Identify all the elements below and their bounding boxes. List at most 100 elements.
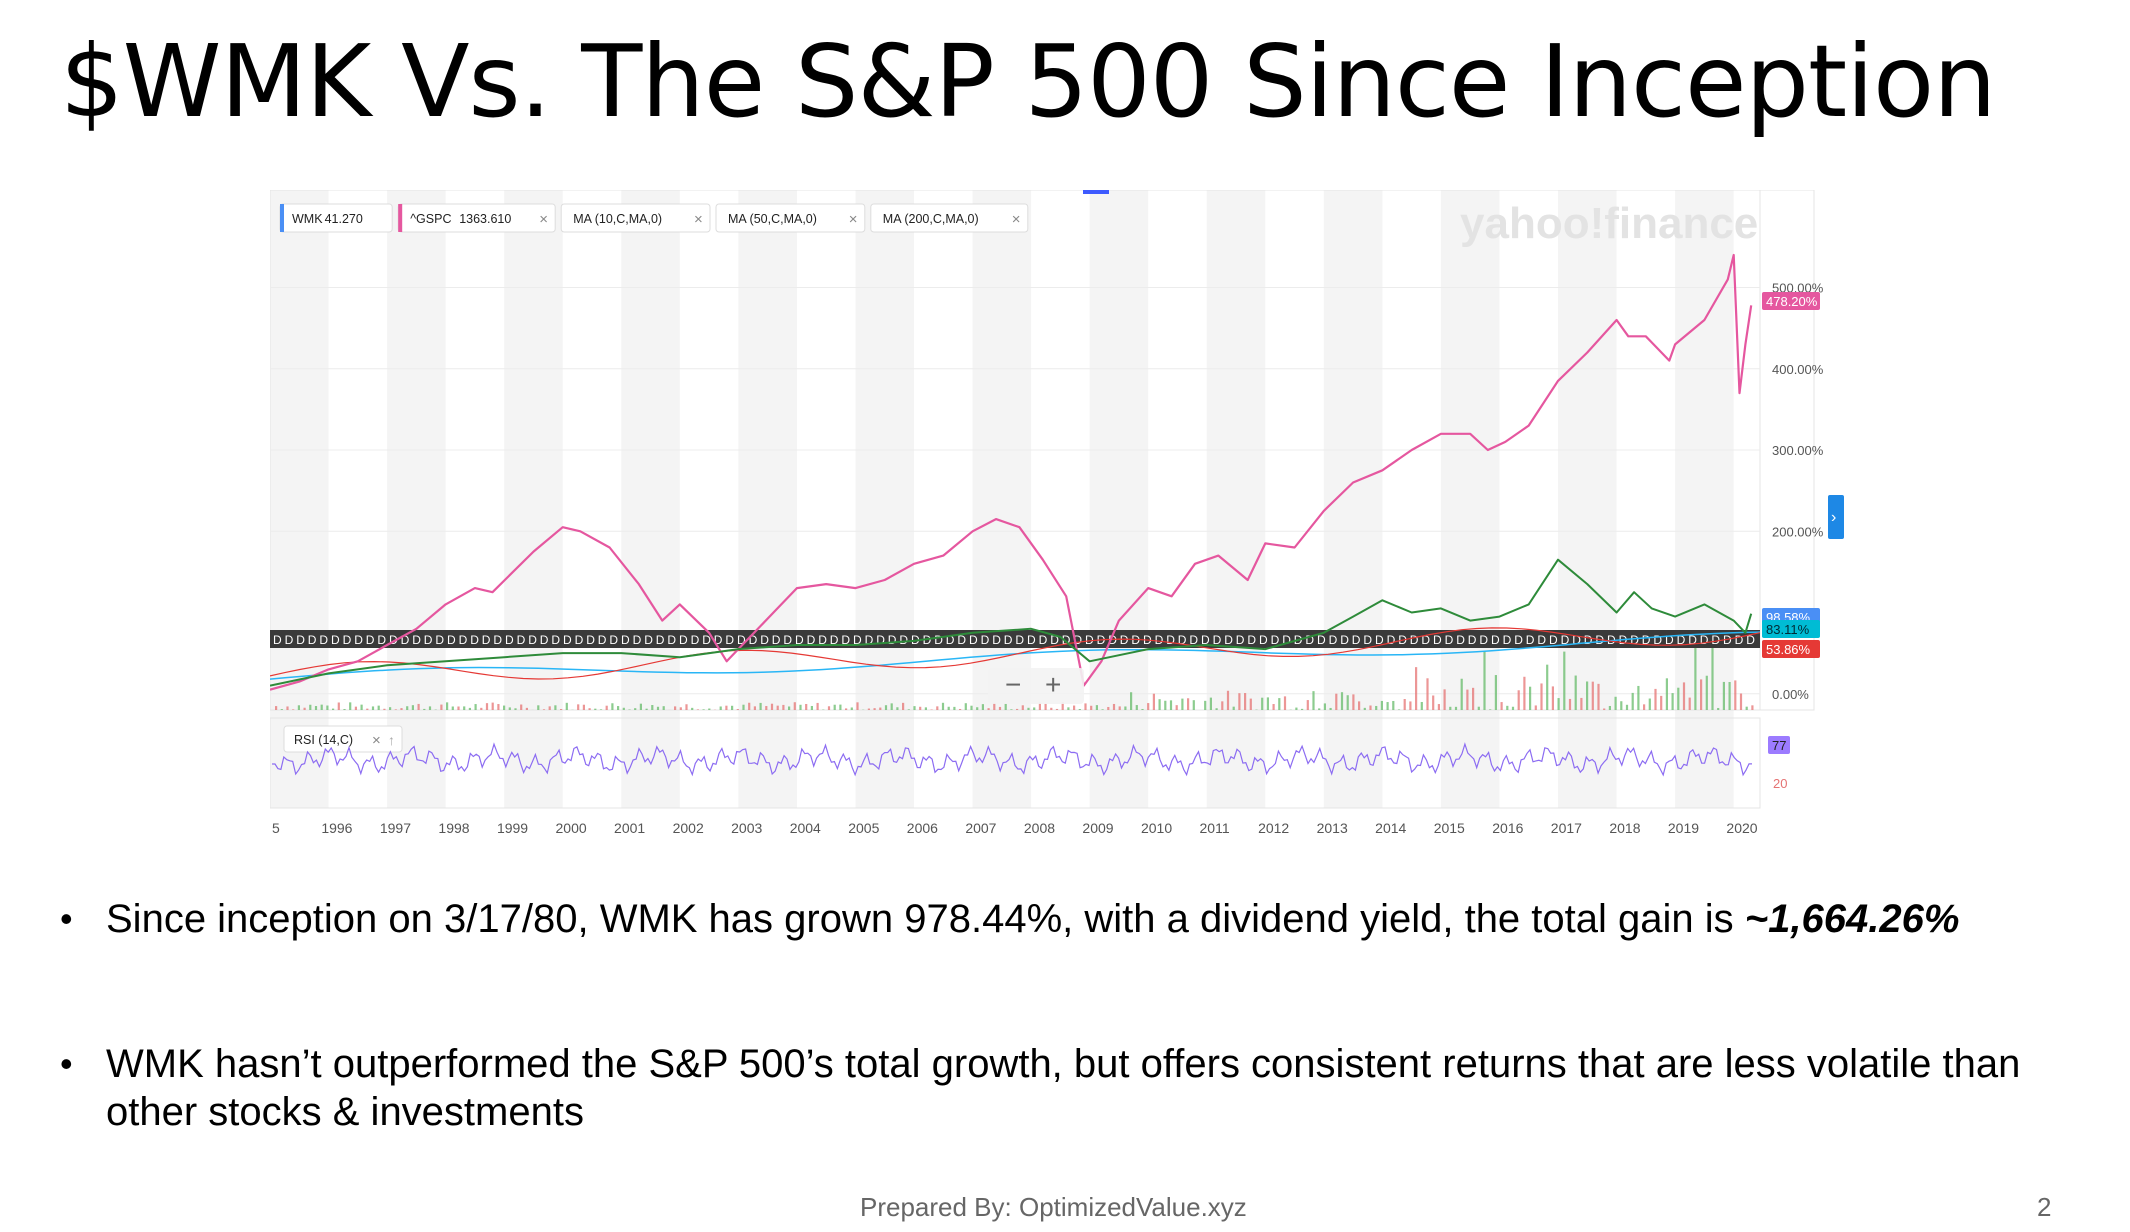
volume-bar <box>1477 706 1480 710</box>
x-tick-label: 1997 <box>380 820 411 836</box>
x-tick-label: 1996 <box>321 820 352 836</box>
volume-bar <box>810 705 813 710</box>
volume-bar <box>1568 698 1572 710</box>
dividend-marker: D <box>447 633 456 647</box>
volume-bar <box>765 706 768 710</box>
volume-bar <box>1016 708 1019 710</box>
volume-bar <box>1574 675 1577 710</box>
value-badge <box>1762 620 1820 638</box>
volume-bar <box>890 703 893 710</box>
volume-bar <box>691 707 694 710</box>
volume-bar <box>1392 700 1395 710</box>
volume-bar <box>1591 681 1594 710</box>
volume-bar <box>827 706 831 710</box>
volume-bar <box>936 706 939 710</box>
dividend-marker: D <box>1224 633 1233 647</box>
dividend-marker: D <box>609 633 618 647</box>
x-tick-label: 2006 <box>907 820 938 836</box>
volume-bar <box>867 708 870 710</box>
volume-bar <box>748 702 751 710</box>
volume-bar <box>332 708 335 710</box>
volume-bar <box>1204 700 1207 710</box>
volume-bar <box>1637 685 1640 710</box>
volume-bar <box>839 704 842 710</box>
dividend-marker: D <box>1503 633 1512 647</box>
x-tick-label: 2009 <box>1082 820 1113 836</box>
dividend-marker: D <box>1166 633 1175 647</box>
volume-bar <box>1534 705 1537 710</box>
volume-bar <box>1432 695 1435 710</box>
volume-bar <box>508 707 511 710</box>
volume-bar <box>850 707 853 710</box>
value-badge-label: 83.11% <box>1766 622 1810 637</box>
x-tick-label: 2007 <box>965 820 996 836</box>
arrow-up-icon[interactable]: ↑ <box>388 732 395 748</box>
close-icon[interactable]: × <box>849 211 858 228</box>
dividend-marker: D <box>772 633 781 647</box>
dividend-marker: D <box>540 633 549 647</box>
volume-bar <box>542 709 546 710</box>
dividend-marker: D <box>1305 633 1314 647</box>
volume-bar <box>1483 651 1486 710</box>
volume-bar <box>1745 706 1748 710</box>
zoom-controls: − + <box>988 668 1084 704</box>
dividend-marker: D <box>424 633 433 647</box>
value-badge <box>1762 640 1820 658</box>
bullet-text: WMK hasn’t outperformed the S&P 500’s to… <box>106 1040 2096 1136</box>
dividend-marker: D <box>1479 633 1488 647</box>
close-icon[interactable]: × <box>694 211 703 228</box>
close-icon[interactable]: × <box>1012 211 1021 228</box>
volume-bar <box>383 708 386 710</box>
x-tick-label: 2011 <box>1200 820 1230 836</box>
volume-bar <box>1358 701 1361 710</box>
zoom-in-button[interactable]: + <box>1045 669 1061 700</box>
dividend-marker: D <box>1120 633 1129 647</box>
volume-bar <box>656 706 660 710</box>
dividend-marker: D <box>1711 633 1720 647</box>
legend-chip-label: MA (50,C,MA,0) <box>728 212 817 226</box>
volume-bar <box>1329 707 1332 710</box>
dividend-marker: D <box>621 633 630 647</box>
volume-bar <box>753 706 756 710</box>
dividend-marker: D <box>366 633 375 647</box>
dividend-marker: D <box>1027 633 1036 647</box>
x-tick-label: 2013 <box>1317 820 1348 836</box>
volume-bar <box>1101 709 1104 710</box>
dividend-marker: D <box>1073 633 1082 647</box>
volume-bar <box>1529 686 1532 710</box>
dividend-marker: D <box>285 633 294 647</box>
dividend-marker: D <box>528 633 537 647</box>
zoom-controls-background <box>988 668 1084 704</box>
close-icon[interactable]: × <box>372 732 381 749</box>
volume-bar <box>1175 705 1178 710</box>
volume-bar <box>1711 638 1714 710</box>
volume-bar <box>1386 702 1389 710</box>
bullet-text-main: WMK hasn’t outperformed the S&P 500’s to… <box>106 1042 2021 1134</box>
volume-bar <box>1192 700 1195 710</box>
x-tick-label: 2005 <box>848 820 879 836</box>
close-icon[interactable]: × <box>539 211 548 228</box>
volume-bar <box>503 705 506 710</box>
volume-bar <box>1340 692 1344 710</box>
volume-bar <box>1694 647 1697 710</box>
bullet-emphasis: ~1,664.26% <box>1744 897 1960 941</box>
volume-bar <box>1443 689 1446 710</box>
expand-panel-tab[interactable] <box>1828 495 1844 539</box>
dividend-marker: D <box>1259 633 1268 647</box>
volume-bar <box>440 704 443 710</box>
volume-bar <box>411 705 414 710</box>
volume-bar <box>582 704 585 710</box>
legend-chip-color <box>280 204 284 232</box>
dividend-marker: D <box>1561 633 1570 647</box>
volume-bar <box>349 702 352 710</box>
zoom-out-button[interactable]: − <box>1005 669 1021 700</box>
volume-bar <box>617 706 620 710</box>
dividend-marker: D <box>633 633 642 647</box>
volume-bar <box>1335 693 1338 710</box>
volume-bar <box>389 707 392 710</box>
expand-panel-button[interactable]: › <box>1828 495 1844 539</box>
volume-bar <box>1095 705 1098 710</box>
volume-bar <box>1073 705 1076 710</box>
dividend-marker: D <box>1085 633 1094 647</box>
volume-bar <box>1489 709 1492 710</box>
